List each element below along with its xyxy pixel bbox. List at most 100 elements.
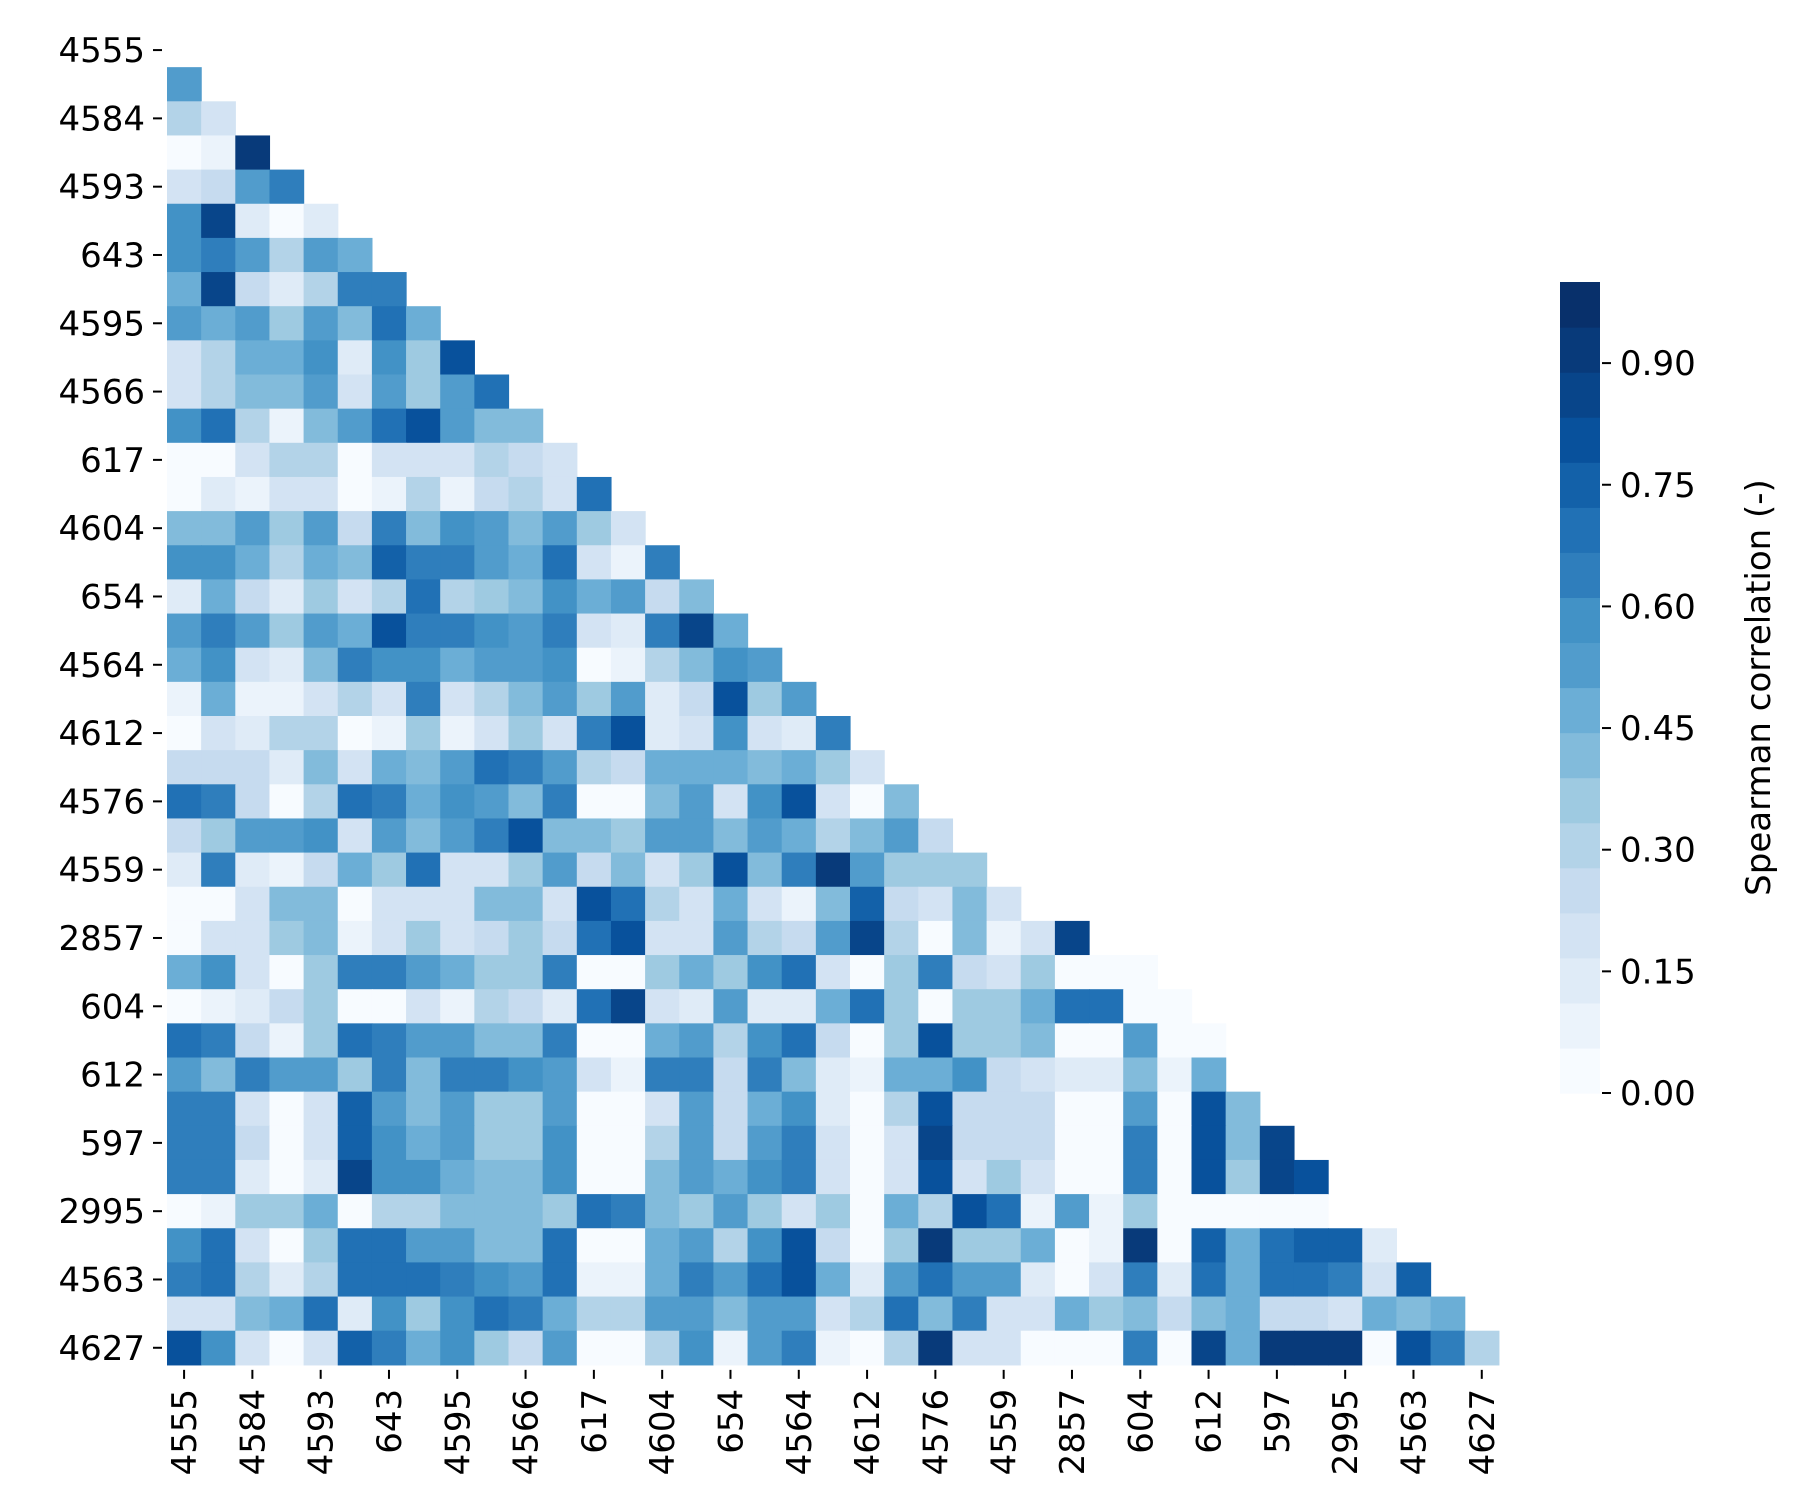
heatmap-cell <box>1054 955 1090 990</box>
heatmap-cell <box>371 613 407 649</box>
heatmap-cell <box>713 920 749 956</box>
heatmap-cell <box>269 1228 305 1263</box>
heatmap-cell <box>474 818 510 854</box>
heatmap-cell <box>747 647 783 683</box>
heatmap-cell <box>679 1125 714 1161</box>
heatmap-cell <box>167 1296 202 1332</box>
heatmap-cell <box>747 818 783 854</box>
heatmap-cell <box>235 1194 271 1229</box>
heatmap-cell <box>440 1023 475 1059</box>
heatmap-cell <box>747 955 783 990</box>
heatmap-cell <box>645 1091 680 1127</box>
heatmap-cell <box>337 681 373 717</box>
heatmap-cell <box>1259 1125 1295 1161</box>
heatmap-cell <box>337 476 373 512</box>
heatmap-cell <box>201 135 236 171</box>
heatmap-cell <box>235 1262 271 1298</box>
heatmap-cell <box>1020 1194 1056 1229</box>
heatmap-cell <box>1225 1228 1261 1263</box>
heatmap-cell <box>918 1194 954 1229</box>
heatmap-cell <box>201 169 236 205</box>
x-tick-label: 4564 <box>780 1389 820 1476</box>
heatmap-cell <box>610 1262 646 1298</box>
heatmap-cell <box>508 955 544 990</box>
heatmap-cell <box>269 476 305 512</box>
heatmap-cell <box>235 613 271 649</box>
heatmap-cell <box>781 1262 817 1298</box>
heatmap-cell <box>269 989 305 1024</box>
heatmap-cell <box>440 340 475 376</box>
heatmap-cell <box>747 750 783 785</box>
heatmap-cell <box>1089 1228 1124 1263</box>
colorbar-band <box>1560 912 1600 959</box>
heatmap-cell <box>713 955 749 990</box>
heatmap-cell <box>440 1125 475 1161</box>
x-tick-label: 4584 <box>233 1389 273 1476</box>
heatmap-cell <box>235 852 271 888</box>
heatmap-cell <box>576 613 612 649</box>
heatmap-cell <box>406 1125 441 1161</box>
heatmap-cell <box>1123 1330 1158 1366</box>
heatmap-cell <box>1089 1091 1124 1127</box>
heatmap-cell <box>713 852 749 888</box>
heatmap-cell <box>1191 1296 1227 1332</box>
heatmap-cell <box>508 1296 544 1332</box>
heatmap-cell <box>645 1159 680 1195</box>
heatmap-cell <box>167 750 202 785</box>
heatmap-cell <box>576 818 612 854</box>
heatmap-cell <box>201 1125 236 1161</box>
colorbar: 0.00 0.15 0.30 0.45 0.60 0.75 0.90 Spearman co… <box>1560 282 1779 1114</box>
heatmap-cell <box>440 442 475 478</box>
heatmap-cell <box>918 989 954 1024</box>
heatmap-cell <box>747 1057 783 1093</box>
heatmap-cell <box>610 955 646 990</box>
heatmap-cell <box>986 1159 1022 1195</box>
heatmap-cell <box>440 750 475 785</box>
colorbar-tick-label: 0.90 <box>1620 344 1696 384</box>
heatmap-cell <box>167 272 202 307</box>
heatmap-cell <box>269 306 305 341</box>
heatmap-cell <box>850 1091 885 1127</box>
heatmap-cell <box>440 1194 475 1229</box>
heatmap-cell <box>850 1228 885 1263</box>
heatmap-cell <box>781 1091 817 1127</box>
heatmap-cell <box>952 1194 988 1229</box>
heatmap-cell <box>269 579 305 615</box>
heatmap-cell <box>781 920 817 956</box>
x-tick-label: 654 <box>711 1389 751 1454</box>
heatmap-cell <box>1328 1296 1363 1332</box>
heatmap-cell <box>303 476 339 512</box>
heatmap-cell <box>406 818 441 854</box>
heatmap-cell <box>952 989 988 1024</box>
colorbar-tick-label: 0.00 <box>1620 1074 1696 1114</box>
heatmap-cell <box>201 1228 236 1263</box>
heatmap-cell <box>747 1262 783 1298</box>
heatmap-cell <box>508 476 544 512</box>
heatmap-cell <box>337 1228 373 1263</box>
heatmap-cell <box>167 1194 202 1229</box>
heatmap-cell <box>371 1125 407 1161</box>
x-tick-label: 4604 <box>643 1389 683 1476</box>
heatmap-cell <box>576 545 612 580</box>
heatmap-cell <box>1054 1194 1090 1229</box>
heatmap-cell <box>508 1228 544 1263</box>
colorbar-band <box>1560 552 1600 598</box>
heatmap-cell <box>235 579 271 615</box>
heatmap-cell <box>269 1296 305 1332</box>
heatmap-cell <box>474 784 510 820</box>
heatmap-cell <box>440 818 475 854</box>
heatmap-cell <box>542 818 578 854</box>
heatmap-cell <box>167 1057 202 1093</box>
heatmap-cell <box>201 1091 236 1127</box>
heatmap-cell <box>542 750 578 785</box>
heatmap-cell <box>406 647 441 683</box>
heatmap-cell <box>952 1057 988 1093</box>
heatmap-cell <box>406 613 441 649</box>
heatmap-cell <box>201 511 236 546</box>
heatmap-cell <box>440 647 475 683</box>
heatmap-cell <box>508 1194 544 1229</box>
heatmap-cell <box>1225 1262 1261 1298</box>
colorbar-tick-label: 0.15 <box>1620 952 1696 992</box>
heatmap-cell <box>781 750 817 785</box>
heatmap-cell <box>815 1330 851 1366</box>
